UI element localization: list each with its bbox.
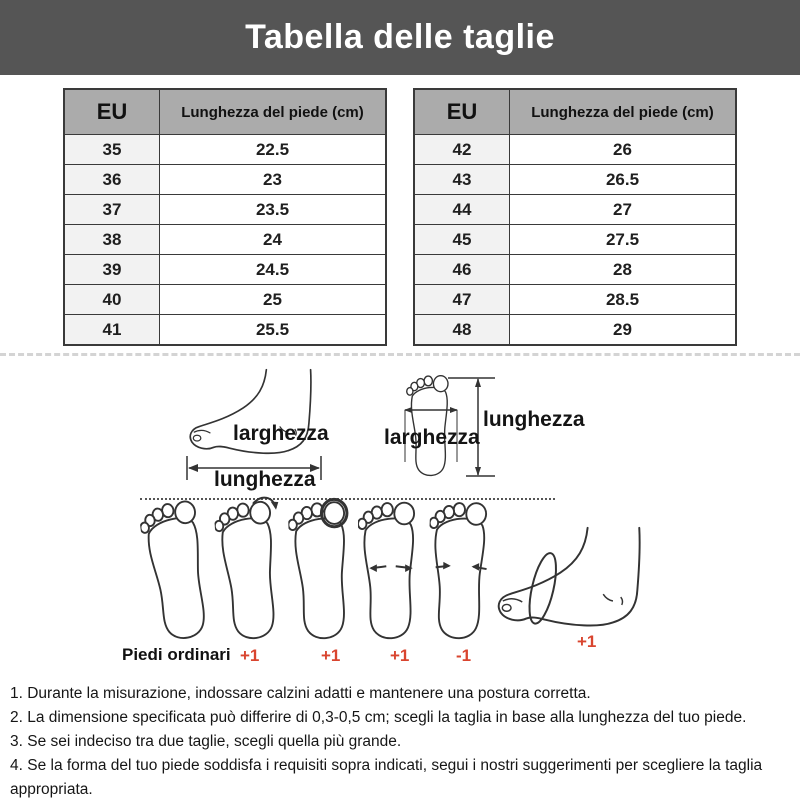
note-4: 4. Se la forma del tuo piede soddisfa i …	[10, 757, 763, 798]
size-cell-length: 27	[509, 194, 737, 225]
note-1: 1. Durante la misurazione, indossare cal…	[10, 685, 591, 702]
table-row: 48 29	[413, 314, 737, 346]
top-foot-illustration	[404, 374, 508, 482]
size-cell-eu: 41	[63, 314, 160, 346]
table-row: 43 26.5	[413, 164, 737, 195]
page-title: Tabella delle taglie	[245, 18, 555, 56]
size-cell-length: 24.5	[159, 254, 387, 285]
size-cell-length: 28	[509, 254, 737, 285]
notes-section: 1. Durante la misurazione, indossare cal…	[0, 682, 800, 802]
foot-sole-big-toe	[288, 499, 359, 643]
size-cell-eu: 42	[413, 134, 510, 165]
annotation-plus1-d: +1	[577, 632, 597, 651]
foot-sole-wide	[358, 500, 424, 642]
size-cell-length: 28.5	[509, 284, 737, 315]
size-col-header-eu: EU	[413, 88, 510, 135]
size-cell-eu: 47	[413, 284, 510, 315]
size-cell-length: 26	[509, 134, 737, 165]
size-cell-length: 23	[159, 164, 387, 195]
alignment-dotted-line	[140, 498, 555, 500]
table-row: 39 24.5	[63, 254, 387, 285]
size-cell-eu: 36	[63, 164, 160, 195]
size-table-left: EU Lunghezza del piede (cm) 35 22.5 36 23 37 23…	[63, 88, 387, 346]
table-row: 42 26	[413, 134, 737, 165]
side-foot-girth-illustration	[494, 522, 650, 642]
page-title-banner: Tabella delle taglie	[0, 0, 800, 75]
table-row: 41 25.5	[63, 314, 387, 346]
size-cell-eu: 45	[413, 224, 510, 255]
ordinary-feet-label: Piedi ordinari	[122, 645, 231, 664]
size-col-header-length: Lunghezza del piede (cm)	[159, 88, 387, 135]
table-row: 36 23	[63, 164, 387, 195]
size-cell-length: 25.5	[159, 314, 387, 346]
size-cell-eu: 35	[63, 134, 160, 165]
size-cell-length: 27.5	[509, 224, 737, 255]
size-table-right: EU Lunghezza del piede (cm) 42 26 43 26.5 44 27…	[413, 88, 737, 346]
size-cell-eu: 37	[63, 194, 160, 225]
size-cell-length: 29	[509, 314, 737, 346]
note-3: 3. Se sei indeciso tra due taglie, scegl…	[10, 733, 402, 750]
table-row: 38 24	[63, 224, 387, 255]
top-foot-length-label: lunghezza	[483, 408, 585, 431]
side-foot-illustration	[186, 368, 320, 464]
table-row: 44 27	[413, 194, 737, 225]
size-cell-eu: 48	[413, 314, 510, 346]
table-row: 40 25	[63, 284, 387, 315]
annotation-plus1-c: +1	[390, 646, 410, 665]
side-foot-length-label: lunghezza	[214, 468, 316, 491]
size-tables-section: EU Lunghezza del piede (cm) 35 22.5 36 23 37 23…	[0, 88, 800, 346]
size-cell-eu: 44	[413, 194, 510, 225]
size-cell-length: 22.5	[159, 134, 387, 165]
size-cell-length: 24	[159, 224, 387, 255]
size-cell-eu: 39	[63, 254, 160, 285]
table-header-row: EU Lunghezza del piede (cm)	[413, 88, 737, 135]
dashed-divider	[0, 353, 800, 356]
size-cell-eu: 40	[63, 284, 160, 315]
table-row: 35 22.5	[63, 134, 387, 165]
size-col-header-eu: EU	[63, 88, 160, 135]
size-cell-eu: 38	[63, 224, 160, 255]
annotation-minus1: -1	[456, 646, 472, 665]
foot-sole-narrow	[426, 499, 497, 643]
table-row: 47 28.5	[413, 284, 737, 315]
length-arrow-horizontal	[184, 454, 324, 482]
size-cell-eu: 43	[413, 164, 510, 195]
side-foot-width-label: larghezza	[233, 422, 329, 445]
table-header-row: EU Lunghezza del piede (cm)	[63, 88, 387, 135]
note-2: 2. La dimensione specificata può differi…	[10, 709, 747, 726]
measurement-diagram: larghezza lunghezza larghezza lunghezza	[0, 356, 800, 665]
size-col-header-length: Lunghezza del piede (cm)	[509, 88, 737, 135]
table-row: 37 23.5	[63, 194, 387, 225]
table-row: 46 28	[413, 254, 737, 285]
top-foot-width-label: larghezza	[384, 426, 480, 449]
table-row: 45 27.5	[413, 224, 737, 255]
foot-sole-ordinary	[138, 497, 221, 646]
size-cell-eu: 46	[413, 254, 510, 285]
size-cell-length: 25	[159, 284, 387, 315]
size-cell-length: 26.5	[509, 164, 737, 195]
size-cell-length: 23.5	[159, 194, 387, 225]
annotation-plus1-b: +1	[321, 646, 341, 665]
foot-sole-bunion	[213, 498, 289, 644]
annotation-plus1-a: +1	[240, 646, 260, 665]
